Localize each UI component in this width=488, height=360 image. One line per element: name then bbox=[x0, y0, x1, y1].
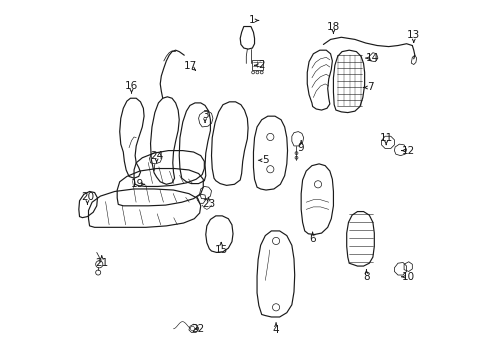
Bar bbox=[251, 59, 263, 69]
Text: 10: 10 bbox=[401, 272, 414, 282]
Text: 7: 7 bbox=[366, 82, 373, 93]
Text: 23: 23 bbox=[202, 199, 215, 210]
Text: 18: 18 bbox=[326, 22, 339, 32]
Text: 11: 11 bbox=[379, 133, 392, 143]
Text: 16: 16 bbox=[124, 81, 138, 91]
Text: 24: 24 bbox=[150, 150, 163, 161]
Text: 20: 20 bbox=[81, 192, 94, 202]
Text: 4: 4 bbox=[272, 325, 279, 335]
Text: 15: 15 bbox=[214, 245, 227, 255]
Text: 2: 2 bbox=[258, 60, 264, 70]
Text: 12: 12 bbox=[401, 145, 414, 156]
Text: 13: 13 bbox=[407, 30, 420, 40]
Text: 8: 8 bbox=[363, 272, 369, 282]
Text: 21: 21 bbox=[95, 258, 108, 268]
Text: 17: 17 bbox=[183, 61, 196, 71]
Text: 5: 5 bbox=[262, 155, 268, 165]
Text: 3: 3 bbox=[202, 111, 208, 121]
Text: 22: 22 bbox=[191, 324, 204, 334]
Text: 14: 14 bbox=[366, 53, 379, 63]
Text: 6: 6 bbox=[309, 234, 315, 244]
Text: 1: 1 bbox=[248, 15, 254, 26]
Text: 9: 9 bbox=[297, 143, 304, 153]
Text: 19: 19 bbox=[131, 179, 144, 189]
